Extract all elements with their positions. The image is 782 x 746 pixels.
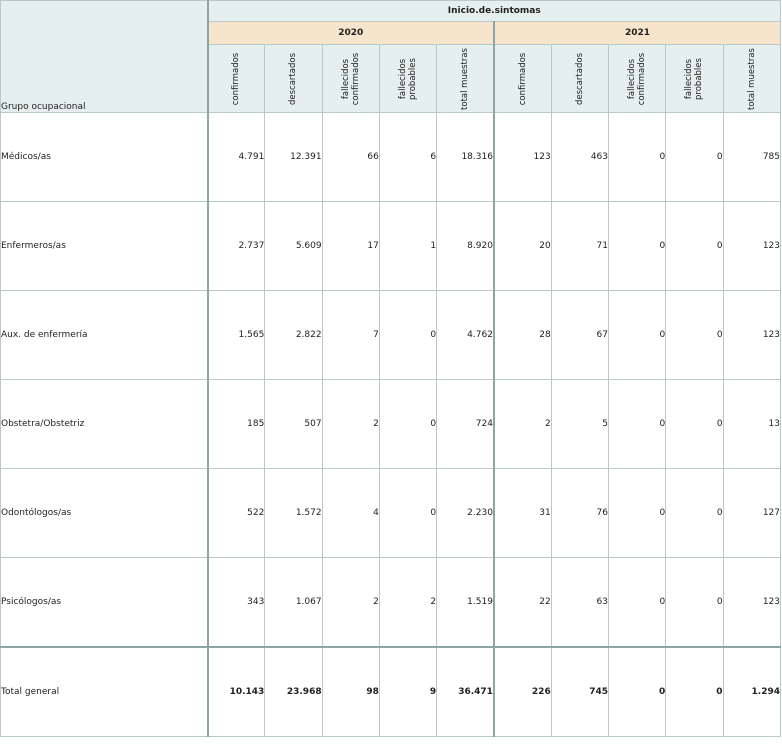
table-cell: 0 [665,468,724,558]
table-cell: 123 [722,290,782,380]
total-cell: 36.471 [436,646,495,737]
col-header-descartados-2020: descartados [264,44,323,113]
year-header-2020: 2020 [207,21,495,45]
col-header-confirmados-2020: confirmados [207,44,266,113]
table-cell: 507 [264,379,323,469]
table-cell: 343 [207,557,266,648]
table-cell: 4.762 [436,290,495,380]
table-cell: 4.791 [207,112,266,202]
year-header-2021: 2021 [492,21,781,45]
col-header-fallecidos-confirmados-2021: fallecidos confirmados [607,44,667,113]
table-cell: 28 [492,290,552,380]
table-cell: 123 [492,112,552,202]
col-header-confirmados-2021: confirmados [492,44,552,113]
table-cell: 17 [321,201,380,291]
total-cell: 98 [321,646,380,737]
table-cell: 76 [550,468,610,558]
table-cell: 20 [492,201,552,291]
table-cell: 2 [321,557,380,648]
col-header-fallecidos-probables-2020: fallecidos probables [378,44,438,113]
table-cell: 0 [378,468,438,558]
row-label: Psicólogos/as [0,557,209,648]
table-cell: 1.572 [264,468,323,558]
total-cell: 745 [550,646,610,737]
table-cell: 5 [550,379,610,469]
table-title: Inicio.de.sintomas [207,0,781,22]
table-cell: 71 [550,201,610,291]
table-row: Médicos/as 4.791 12.391 66 6 18.316 123 … [0,112,782,202]
table-cell: 2 [321,379,380,469]
total-cell: 10.143 [207,646,266,737]
row-header-group: Grupo ocupacional [0,0,209,113]
total-cell: 9 [378,646,438,737]
table-cell: 0 [378,379,438,469]
table-cell: 127 [722,468,782,558]
col-header-descartados-2021: descartados [550,44,610,113]
row-label: Aux. de enfermería [0,290,209,380]
total-label: Total general [0,646,209,737]
table-cell: 0 [607,290,667,380]
table-row: Enfermeros/as 2.737 5.609 17 1 8.920 20 … [0,201,782,291]
total-cell: 23.968 [264,646,323,737]
table-cell: 0 [665,201,724,291]
table-cell: 0 [607,379,667,469]
table-cell: 0 [665,557,724,648]
table-cell: 0 [665,112,724,202]
table-cell: 0 [607,557,667,648]
table-cell: 0 [665,290,724,380]
table-cell: 2.822 [264,290,323,380]
table-cell: 12.391 [264,112,323,202]
table-cell: 1 [378,201,438,291]
table-cell: 185 [207,379,266,469]
table-cell: 2 [492,379,552,469]
table-cell: 0 [607,201,667,291]
table-cell: 1.565 [207,290,266,380]
table-cell: 18.316 [436,112,495,202]
table-cell: 31 [492,468,552,558]
table-cell: 63 [550,557,610,648]
row-label: Médicos/as [0,112,209,202]
table-cell: 8.920 [436,201,495,291]
table-cell: 13 [722,379,782,469]
row-label: Enfermeros/as [0,201,209,291]
table-cell: 0 [607,468,667,558]
table-cell: 522 [207,468,266,558]
table-cell: 22 [492,557,552,648]
table-cell: 724 [436,379,495,469]
table-row: Odontólogos/as 522 1.572 4 0 2.230 31 76… [0,468,782,558]
table-cell: 2 [378,557,438,648]
table-row: Psicólogos/as 343 1.067 2 2 1.519 22 63 … [0,557,782,648]
table-cell: 6 [378,112,438,202]
table-cell: 0 [665,379,724,469]
table-cell: 0 [378,290,438,380]
table-cell: 2.737 [207,201,266,291]
table-row: Obstetra/Obstetriz 185 507 2 0 724 2 5 0… [0,379,782,469]
table-cell: 1.519 [436,557,495,648]
col-header-total-muestras-2020: total muestras [436,44,495,113]
table-row: Aux. de enfermería 1.565 2.822 7 0 4.762… [0,290,782,380]
row-label: Obstetra/Obstetriz [0,379,209,469]
table-cell: 7 [321,290,380,380]
total-cell: 0 [665,646,724,737]
table-cell: 463 [550,112,610,202]
table-cell: 5.609 [264,201,323,291]
total-cell: 226 [492,646,552,737]
table-cell: 123 [722,557,782,648]
total-row: Total general 10.143 23.968 98 9 36.471 … [0,646,782,737]
table-cell: 66 [321,112,380,202]
table-cell: 0 [607,112,667,202]
total-cell: 1.294 [722,646,782,737]
table-cell: 785 [722,112,782,202]
table-cell: 2.230 [436,468,495,558]
row-label: Odontólogos/as [0,468,209,558]
table-cell: 4 [321,468,380,558]
col-header-fallecidos-confirmados-2020: fallecidos confirmados [321,44,380,113]
table-cell: 67 [550,290,610,380]
table-cell: 1.067 [264,557,323,648]
total-cell: 0 [607,646,667,737]
table-cell: 123 [722,201,782,291]
col-header-total-muestras-2021: total muestras [722,44,782,113]
col-header-fallecidos-probables-2021: fallecidos probables [665,44,724,113]
